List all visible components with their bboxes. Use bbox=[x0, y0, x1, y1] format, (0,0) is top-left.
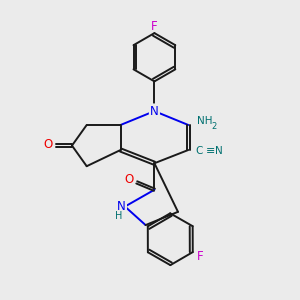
Text: H: H bbox=[115, 211, 122, 221]
Text: O: O bbox=[125, 173, 134, 186]
Text: ≡: ≡ bbox=[206, 146, 215, 157]
Text: F: F bbox=[197, 250, 204, 263]
Text: NH: NH bbox=[197, 116, 212, 126]
Text: N: N bbox=[150, 105, 159, 118]
Text: N: N bbox=[150, 105, 159, 118]
Text: 2: 2 bbox=[212, 122, 217, 131]
Text: O: O bbox=[43, 139, 52, 152]
Text: F: F bbox=[151, 20, 158, 33]
Text: N: N bbox=[117, 200, 126, 213]
Text: N: N bbox=[215, 146, 223, 157]
Text: C: C bbox=[196, 146, 203, 157]
